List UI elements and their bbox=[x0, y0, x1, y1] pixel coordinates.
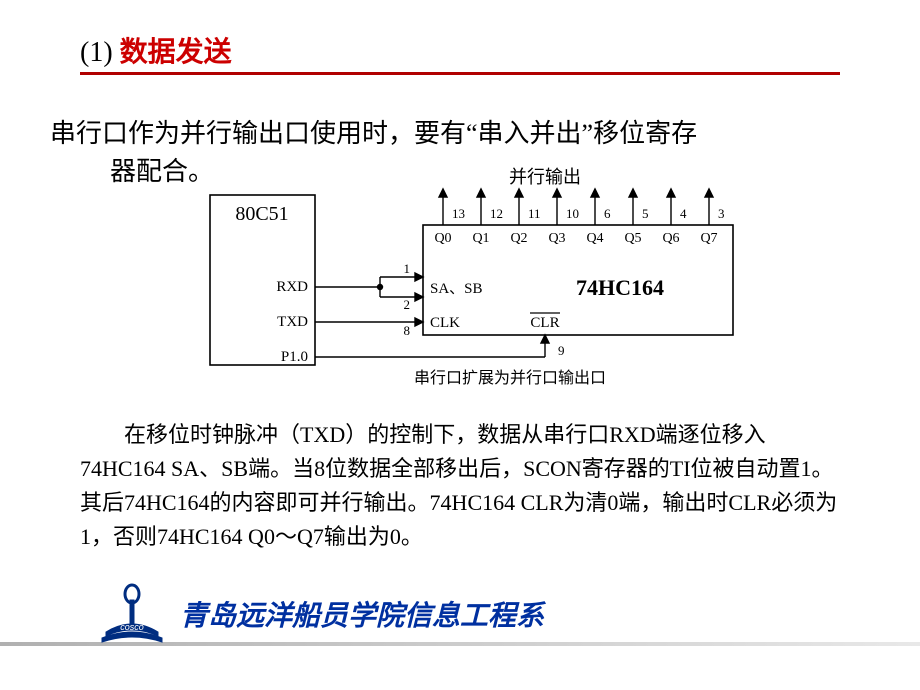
out-q2: Q2 bbox=[510, 231, 527, 246]
pin-rxd: RXD bbox=[276, 279, 308, 295]
pin-num-8: 8 bbox=[404, 323, 411, 338]
heading-rule bbox=[80, 72, 840, 75]
footer-text: 青岛远洋船员学院信息工程系 bbox=[180, 594, 544, 634]
outputs-top: 13 12 11 10 6 5 4 3 Q0 Q1 Q2 Q3 Q4 Q5 Q6… bbox=[434, 189, 724, 246]
out-pin-5: 5 bbox=[642, 206, 649, 221]
cosco-logo-icon: cosco bbox=[100, 580, 164, 644]
label-clk: CLK bbox=[430, 315, 460, 331]
slide: (1) 数据发送 串行口作为并行输出口使用时，要有“串入并出”移位寄存 器配合。… bbox=[0, 0, 920, 690]
out-q5: Q5 bbox=[624, 231, 641, 246]
out-q3: Q3 bbox=[548, 231, 565, 246]
out-pin-1: 12 bbox=[490, 206, 503, 221]
pin-num-1: 1 bbox=[404, 261, 411, 276]
body-paragraph: 在移位时钟脉冲（TXD）的控制下，数据从串行口RXD端逐位移入74HC164 S… bbox=[80, 418, 840, 554]
chip-74hc164-name: 74HC164 bbox=[576, 275, 664, 300]
diagram-caption: 串行口扩展为并行口输出口 bbox=[414, 369, 606, 387]
slide-heading: (1) 数据发送 bbox=[80, 30, 232, 70]
pin-num-2: 2 bbox=[404, 297, 411, 312]
heading-text: 数据发送 bbox=[120, 37, 232, 68]
chip-80c51-name: 80C51 bbox=[235, 203, 288, 225]
heading-number: (1) bbox=[80, 37, 113, 68]
pin-txd: TXD bbox=[277, 314, 308, 330]
out-q1: Q1 bbox=[472, 231, 489, 246]
out-q7: Q7 bbox=[700, 231, 717, 246]
out-pin-3: 10 bbox=[566, 206, 579, 221]
out-pin-6: 4 bbox=[680, 206, 687, 221]
out-pin-4: 6 bbox=[604, 206, 611, 221]
out-pin-2: 11 bbox=[528, 206, 541, 221]
label-clr: CLR bbox=[530, 315, 559, 331]
out-pin-7: 3 bbox=[718, 206, 725, 221]
out-q4: Q4 bbox=[586, 231, 603, 246]
label-sa-sb: SA、SB bbox=[430, 281, 483, 297]
out-q6: Q6 bbox=[662, 231, 679, 246]
parallel-output-label: 并行输出 bbox=[509, 167, 581, 187]
out-pin-0: 13 bbox=[452, 206, 465, 221]
logo-text: cosco bbox=[120, 622, 144, 632]
circuit-diagram: 并行输出 80C51 RXD TXD P1.0 1 2 8 bbox=[200, 165, 780, 390]
pin-num-9: 9 bbox=[558, 343, 565, 358]
intro-line-1: 串行口作为并行输出口使用时，要有“串入并出”移位寄存 bbox=[50, 119, 697, 148]
out-q0: Q0 bbox=[434, 231, 451, 246]
pin-p10: P1.0 bbox=[281, 349, 308, 365]
